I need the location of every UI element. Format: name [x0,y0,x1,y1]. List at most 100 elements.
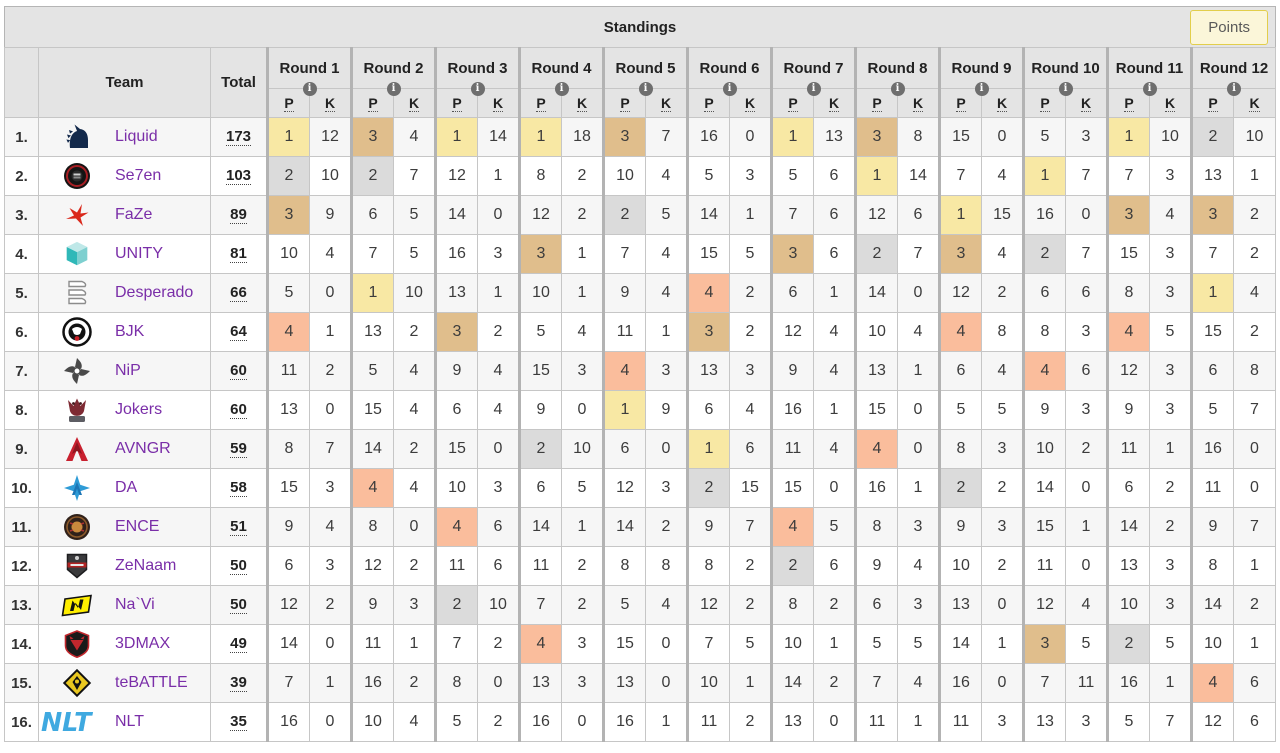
points-toggle-button[interactable]: Points [1190,10,1268,45]
round-6-placement-header[interactable]: P [686,88,730,118]
team-link[interactable]: Liquid [115,128,158,145]
total-points[interactable]: 59 [230,440,247,458]
round-10-kills-cell: 0 [1065,468,1108,508]
round-7-kills-cell: 6 [813,234,856,274]
total-points[interactable]: 60 [230,362,247,380]
round-3-placement-cell: 14 [434,195,478,235]
team-link[interactable]: BJK [115,323,145,340]
round-12-kills-header[interactable]: K [1233,88,1276,118]
round-9-kills-cell: 4 [981,351,1024,391]
total-points[interactable]: 60 [230,401,247,419]
round-5-placement-header[interactable]: P [602,88,646,118]
round-7-placement-header[interactable]: P [770,88,814,118]
info-icon[interactable]: i [638,82,653,96]
info-icon[interactable]: i [1142,82,1157,96]
round-5-kills-header[interactable]: K [645,88,688,118]
round-7-placement-cell: 14 [770,663,814,703]
team-link[interactable]: ZeNaam [115,557,177,574]
round-2-placement-cell: 1 [350,273,394,313]
info-icon[interactable]: i [1227,82,1241,96]
total-cell: 49 [210,624,268,664]
info-icon[interactable]: i [302,82,317,96]
round-4-kills-cell: 2 [561,585,604,625]
team-link[interactable]: FaZe [115,206,153,223]
total-points[interactable]: 89 [230,206,247,224]
team-link[interactable]: Desperado [115,284,194,301]
info-icon[interactable]: i [470,82,485,96]
placement-header-label: P [704,95,714,112]
team-link[interactable]: Na`Vi [115,596,155,613]
team-link[interactable]: ENCE [115,518,160,535]
team-link[interactable]: NLT [115,713,145,730]
round-11-placement-cell: 8 [1106,273,1150,313]
info-icon[interactable]: i [554,82,569,96]
total-points[interactable]: 81 [230,245,247,263]
round-4-kills-cell: 1 [561,273,604,313]
team-link[interactable]: Se7en [115,167,162,184]
round-7-placement-cell: 12 [770,312,814,352]
team-link[interactable]: NiP [115,362,141,379]
round-4-placement-cell: 6 [518,468,562,508]
round-11-placement-header[interactable]: P [1106,88,1150,118]
round-1-placement-header[interactable]: P [266,88,310,118]
round-3-kills-header[interactable]: K [477,88,520,118]
round-5-placement-cell: 16 [602,702,646,742]
team-threedmax-logo [39,628,115,660]
total-points[interactable]: 51 [230,518,247,536]
total-points[interactable]: 49 [230,635,247,653]
round-9-placement-header[interactable]: P [938,88,982,118]
team-link[interactable]: UNITY [115,245,163,262]
round-label: Round 5 [615,59,676,77]
round-4-placement-cell: 16 [518,702,562,742]
info-icon[interactable]: i [806,82,821,96]
round-2-placement-header[interactable]: P [350,88,394,118]
total-points[interactable]: 50 [230,596,247,614]
total-points[interactable]: 50 [230,557,247,575]
rank-cell: 13. [4,585,39,625]
team-link[interactable]: 3DMAX [115,635,171,652]
round-1-kills-header[interactable]: K [309,88,352,118]
team-link[interactable]: Jokers [115,401,163,418]
info-icon[interactable]: i [1058,82,1073,96]
total-points[interactable]: 103 [225,167,252,185]
round-6-kills-cell: 3 [729,351,772,391]
round-3-placement-header[interactable]: P [434,88,478,118]
round-label: Round 11 [1115,59,1184,77]
round-6-kills-header[interactable]: K [729,88,772,118]
round-7-placement-cell: 1 [770,117,814,157]
team-link[interactable]: teBATTLE [115,674,188,691]
round-8-placement-header[interactable]: P [854,88,898,118]
info-icon[interactable]: i [722,82,737,96]
round-9-placement-cell: 1 [938,195,982,235]
round-10-kills-header[interactable]: K [1065,88,1108,118]
total-points[interactable]: 58 [230,479,247,497]
round-11-kills-header[interactable]: K [1149,88,1192,118]
info-icon[interactable]: i [974,82,989,96]
total-points[interactable]: 35 [230,713,247,731]
total-points[interactable]: 39 [230,674,247,692]
standings-table: Team Total Round 1 i Round 2 i Round 3 i Round… [4,47,1276,742]
round-5-placement-cell: 6 [602,429,646,469]
round-4-placement-header[interactable]: P [518,88,562,118]
total-points[interactable]: 66 [230,284,247,302]
round-9-kills-header[interactable]: K [981,88,1024,118]
round-7-kills-header[interactable]: K [813,88,856,118]
round-4-kills-header[interactable]: K [561,88,604,118]
round-8-kills-header[interactable]: K [897,88,940,118]
round-5-kills-cell: 2 [645,507,688,547]
team-link[interactable]: AVNGR [115,440,171,457]
round-8-placement-cell: 9 [854,546,898,586]
rank-cell: 6. [4,312,39,352]
round-10-placement-header[interactable]: P [1022,88,1066,118]
info-icon[interactable]: i [890,82,905,96]
round-12-placement-header[interactable]: P [1190,88,1234,118]
placement-header-label: P [956,95,966,112]
info-icon[interactable]: i [386,82,401,96]
round-2-kills-header[interactable]: K [393,88,436,118]
round-8-header: Round 8 i [854,47,940,96]
total-points[interactable]: 173 [225,128,252,146]
team-link[interactable]: DA [115,479,138,496]
round-11-kills-cell: 2 [1149,468,1192,508]
total-points[interactable]: 64 [230,323,247,341]
round-4-kills-cell: 0 [561,390,604,430]
